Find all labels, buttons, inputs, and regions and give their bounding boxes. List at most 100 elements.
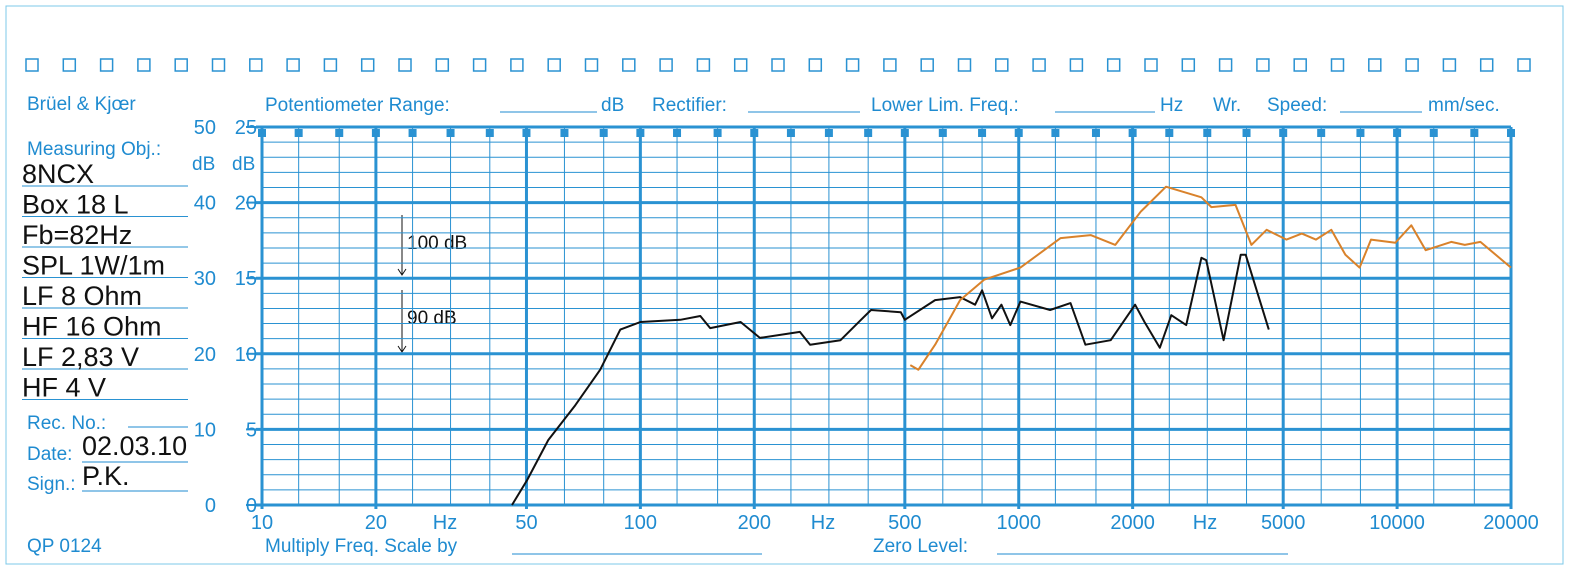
date: 02.03.10 <box>82 431 187 461</box>
x-tick-label: 50 <box>515 512 537 534</box>
punch-square <box>696 58 711 72</box>
annotation: 100 dB <box>407 233 467 254</box>
note: LF 8 Ohm <box>22 281 142 311</box>
x-tick-label: 20000 <box>1483 512 1539 534</box>
header-field: dB <box>601 95 624 116</box>
punch-square <box>957 58 972 72</box>
x-tick-label: 200 <box>738 512 771 534</box>
punch-square <box>211 58 226 72</box>
punch-square <box>584 58 599 72</box>
punch-square <box>771 58 785 72</box>
punch-square <box>1293 58 1307 72</box>
punch-square <box>62 58 77 72</box>
punch-square <box>25 58 39 72</box>
header-field: Wr. <box>1213 95 1241 116</box>
y2-tick-label: 10 <box>235 344 257 366</box>
punch-square <box>249 58 263 72</box>
punch-square <box>547 58 561 72</box>
punch-square <box>845 58 860 72</box>
header-field: mm/sec. <box>1428 95 1500 116</box>
header-field: Lower Lim. Freq.: <box>871 95 1019 116</box>
y2-tick-label: 25 <box>235 117 257 139</box>
x-tick-label: 10 <box>251 512 273 534</box>
punch-square <box>1442 58 1457 72</box>
punch-square <box>137 58 151 72</box>
x-tick-label: 10000 <box>1369 512 1425 534</box>
header-field: Hz <box>1160 95 1183 116</box>
y-tick-label: 30 <box>194 268 216 290</box>
punch-square <box>1218 58 1233 72</box>
rec-no: Rec. No.: <box>27 413 106 434</box>
punch-square <box>808 58 823 72</box>
punch-square <box>1256 58 1270 72</box>
x-unit-label: Hz <box>1193 512 1217 534</box>
code: QP 0124 <box>27 536 102 557</box>
series-line <box>909 185 1512 371</box>
punch-square <box>323 58 338 72</box>
x-tick-label: 2000 <box>1110 512 1155 534</box>
arrow-head <box>397 345 407 353</box>
punch-square <box>1479 58 1494 72</box>
note: 8NCX <box>22 159 94 189</box>
header-field: Speed: <box>1267 95 1327 116</box>
x-tick-label: 500 <box>888 512 921 534</box>
punch-square <box>99 58 114 72</box>
x-tick-label: 20 <box>365 512 387 534</box>
y2-tick-label: 5 <box>246 419 257 441</box>
punch-square <box>622 58 636 72</box>
punch-square <box>733 58 748 72</box>
punch-square <box>1032 58 1046 72</box>
punch-square <box>1106 58 1121 72</box>
punch-square <box>1181 58 1196 72</box>
x-tick-label: 100 <box>624 512 657 534</box>
y-label: dB <box>192 154 215 175</box>
punch-square <box>286 58 300 72</box>
y-tick-label: 20 <box>194 344 216 366</box>
note: SPL 1W/1m <box>22 251 165 281</box>
note: Box 18 L <box>22 190 129 220</box>
note: HF 16 Ohm <box>22 312 162 342</box>
punch-square <box>1405 58 1419 72</box>
footer-field: Zero Level: <box>873 536 968 557</box>
y2-tick-label: 15 <box>235 268 257 290</box>
punch-square <box>174 58 188 72</box>
measuring-obj: Measuring Obj.: <box>27 139 161 160</box>
y2-tick-label: 0 <box>246 495 257 517</box>
arrow-head <box>397 268 407 276</box>
date-label: Date: <box>27 444 72 465</box>
y2-label: dB <box>232 154 255 175</box>
annotation: 90 dB <box>407 308 457 329</box>
punch-square <box>398 58 412 72</box>
y-tick-label: 40 <box>194 193 216 215</box>
punch-square <box>1144 58 1158 72</box>
y-tick-label: 10 <box>194 419 216 441</box>
x-tick-label: 1000 <box>996 512 1041 534</box>
x-unit-label: Hz <box>811 512 835 534</box>
note: Fb=82Hz <box>22 220 132 250</box>
footer-field: Multiply Freq. Scale by <box>265 536 458 557</box>
sign-label: Sign.: <box>27 474 76 495</box>
punch-square <box>995 58 1009 72</box>
brand: Brüel & Kjœr <box>27 94 136 115</box>
y2-tick-label: 20 <box>235 193 257 215</box>
punch-square <box>435 58 450 72</box>
punch-square <box>1069 58 1084 72</box>
header-field: Rectifier: <box>652 95 727 116</box>
x-tick-label: 5000 <box>1261 512 1306 534</box>
punch-square <box>472 58 487 72</box>
punch-square <box>1368 58 1382 72</box>
sign: P.K. <box>82 461 130 491</box>
punch-square <box>510 58 524 72</box>
punch-square <box>1517 58 1531 72</box>
punch-square <box>659 58 673 72</box>
note: HF 4 V <box>22 373 106 403</box>
series-line <box>511 253 1270 506</box>
punch-square <box>920 58 934 72</box>
y-tick-label: 0 <box>205 495 216 517</box>
header-field: Potentiometer Range: <box>265 95 450 116</box>
border <box>5 5 1564 565</box>
punch-square <box>883 58 897 72</box>
x-unit-label: Hz <box>433 512 457 534</box>
